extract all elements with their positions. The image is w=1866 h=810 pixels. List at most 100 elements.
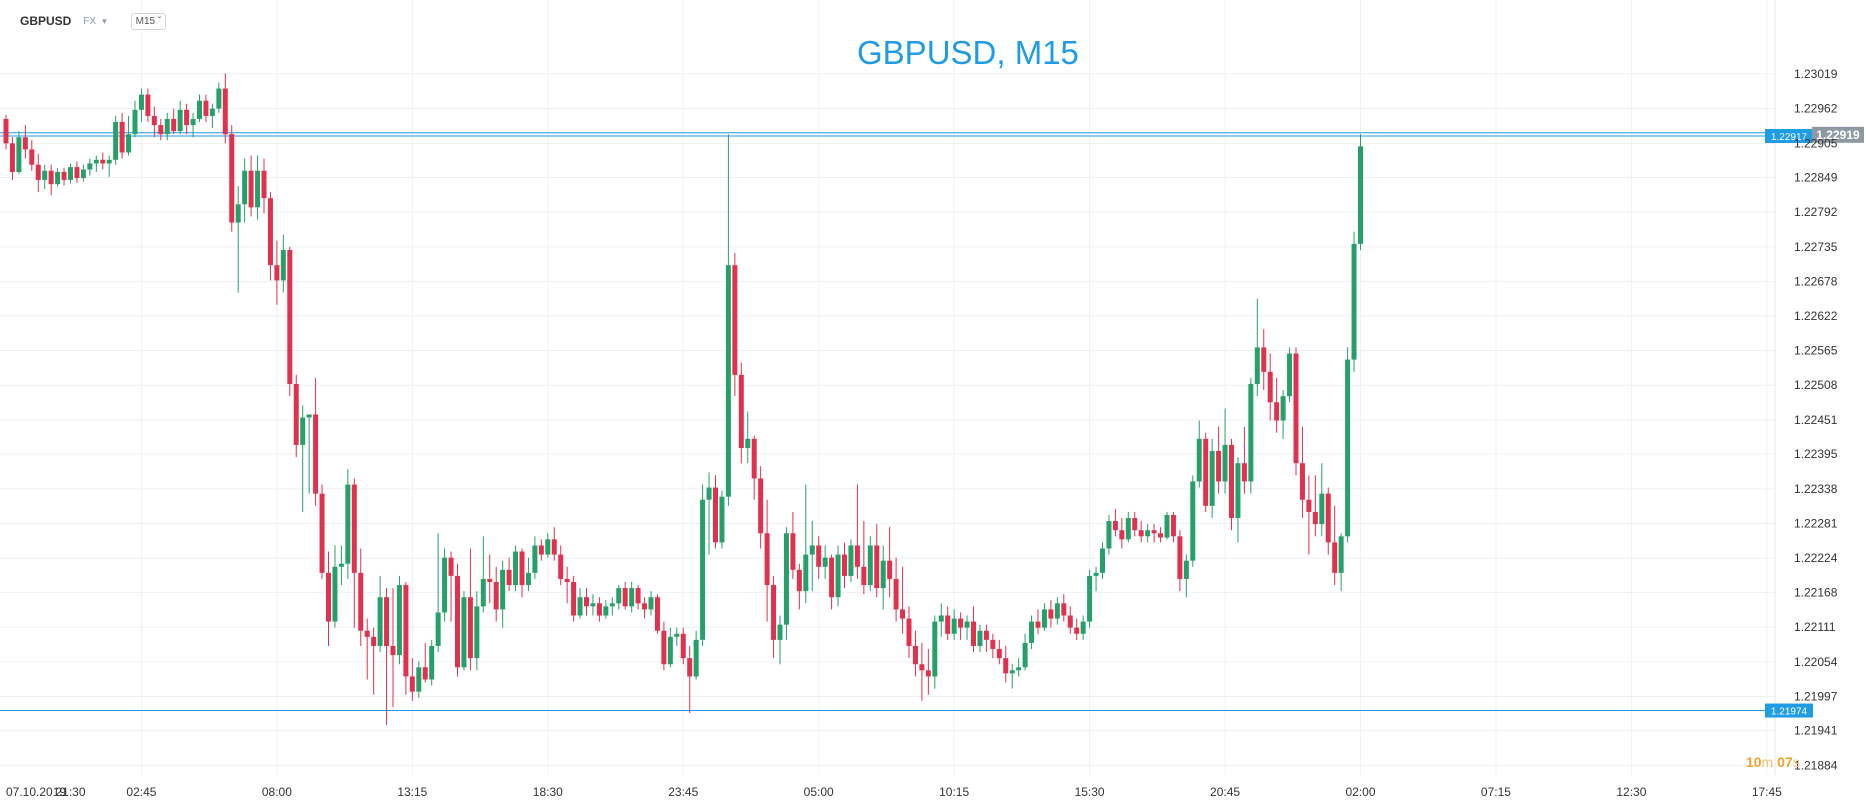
candle-body bbox=[829, 557, 835, 598]
candle-body bbox=[1158, 533, 1164, 538]
candle-body bbox=[732, 265, 738, 375]
price-tick-label: 1.22565 bbox=[1794, 343, 1838, 357]
candle-body bbox=[900, 609, 906, 619]
time-tick-label: 17:45 bbox=[1752, 785, 1782, 799]
candle-body bbox=[1054, 603, 1060, 619]
candle-body bbox=[1209, 451, 1215, 506]
time-tick-label: 02:45 bbox=[126, 785, 156, 799]
candle-body bbox=[1345, 359, 1351, 537]
horizontal-lines: 1.22917 1.21974 1.22919 bbox=[0, 126, 1864, 718]
time-tick-label: 15:30 bbox=[1075, 785, 1105, 799]
candle-body bbox=[867, 545, 873, 586]
candle-body bbox=[1067, 615, 1073, 628]
candle-body bbox=[1196, 438, 1202, 482]
candle-body bbox=[971, 621, 976, 646]
current-price-tag bbox=[1812, 126, 1864, 143]
candle-body bbox=[1325, 493, 1331, 543]
candle-body bbox=[693, 639, 699, 677]
candle-body bbox=[61, 171, 67, 180]
candle-body bbox=[1358, 146, 1363, 244]
candle-body bbox=[842, 554, 847, 576]
time-tick-label: 07:15 bbox=[1481, 785, 1511, 799]
candle-body bbox=[184, 109, 190, 126]
candle-body bbox=[771, 585, 777, 640]
price-tick-label: 1.22395 bbox=[1794, 447, 1838, 461]
price-tick-label: 1.22962 bbox=[1794, 102, 1838, 116]
candle-body bbox=[1074, 627, 1080, 634]
timeframe-selector[interactable]: M15 ˇ bbox=[130, 12, 167, 30]
candle-body bbox=[3, 118, 9, 144]
candle-body bbox=[738, 374, 744, 448]
candle-body bbox=[932, 621, 938, 677]
candle-body bbox=[93, 159, 99, 164]
candle-body bbox=[493, 581, 499, 610]
candle-body bbox=[822, 557, 828, 567]
candle-body bbox=[783, 533, 789, 625]
candle-body bbox=[596, 603, 602, 616]
time-tick-label: 05:00 bbox=[804, 785, 834, 799]
candle-body bbox=[351, 484, 357, 573]
candle-body bbox=[654, 597, 660, 631]
candle-body bbox=[345, 484, 351, 564]
candle-body bbox=[35, 164, 41, 180]
candle-body bbox=[42, 170, 48, 180]
time-tick-label: 23:45 bbox=[668, 785, 698, 799]
candle-body bbox=[242, 170, 248, 205]
timeframe-label: M15 bbox=[135, 15, 156, 27]
candle-body bbox=[1061, 603, 1067, 616]
candle-body bbox=[358, 572, 364, 631]
symbol-label[interactable]: GBPUSD bbox=[20, 14, 72, 28]
candle-body bbox=[1016, 667, 1022, 671]
candle-body bbox=[809, 545, 815, 555]
candle-body bbox=[751, 438, 757, 479]
candle-body bbox=[854, 545, 860, 567]
candle-body bbox=[300, 417, 306, 445]
price-tick-label: 1.22224 bbox=[1794, 551, 1838, 565]
horizontal-line-label: 1.21974 bbox=[1771, 707, 1808, 718]
candle-body bbox=[22, 137, 28, 150]
horizontal-line-tag bbox=[1765, 703, 1813, 718]
candle-body bbox=[545, 539, 551, 555]
countdown-seconds-unit: s bbox=[1792, 754, 1800, 770]
candle-body bbox=[293, 383, 299, 445]
candle-body bbox=[448, 557, 454, 576]
countdown-minutes: 10 bbox=[1746, 754, 1762, 770]
candle-body bbox=[1248, 383, 1254, 482]
candle-body bbox=[326, 572, 331, 622]
price-tick-label: 1.22678 bbox=[1794, 275, 1838, 289]
current-price-label: 1.22919 bbox=[1816, 128, 1860, 142]
candle-body bbox=[925, 670, 931, 677]
candle-body bbox=[500, 569, 506, 610]
candle-body bbox=[622, 588, 628, 607]
candle-body bbox=[274, 265, 280, 281]
candle-body bbox=[132, 109, 138, 135]
candle-body bbox=[429, 645, 435, 680]
candle-body bbox=[538, 545, 544, 555]
candle-body bbox=[55, 171, 61, 185]
candle-body bbox=[1009, 670, 1015, 674]
candle-body bbox=[1274, 402, 1280, 421]
candle-body bbox=[719, 496, 725, 543]
candle-countdown: 10m 07s bbox=[1746, 754, 1800, 770]
candle-body bbox=[235, 204, 241, 223]
candle-body bbox=[74, 167, 80, 179]
candle-body bbox=[1112, 521, 1118, 531]
candle-body bbox=[519, 551, 525, 586]
candle-body bbox=[68, 167, 73, 180]
candle-body bbox=[390, 645, 396, 656]
price-axis[interactable]: 1.23019 1.22962 1.22905 1.22849 1.22792 1.227… bbox=[1794, 67, 1838, 772]
candle-body bbox=[725, 265, 731, 497]
price-tick-label: 1.21941 bbox=[1794, 724, 1838, 738]
candle-body bbox=[1338, 536, 1344, 573]
candle-body bbox=[1190, 481, 1196, 561]
candle-body bbox=[945, 615, 951, 634]
chevron-down-icon[interactable]: ▾ bbox=[102, 15, 107, 26]
candle-body bbox=[964, 621, 970, 628]
candle-body bbox=[1125, 518, 1131, 540]
time-tick-label: 18:30 bbox=[533, 785, 563, 799]
candle-body bbox=[758, 478, 764, 534]
candle-body bbox=[461, 597, 467, 668]
